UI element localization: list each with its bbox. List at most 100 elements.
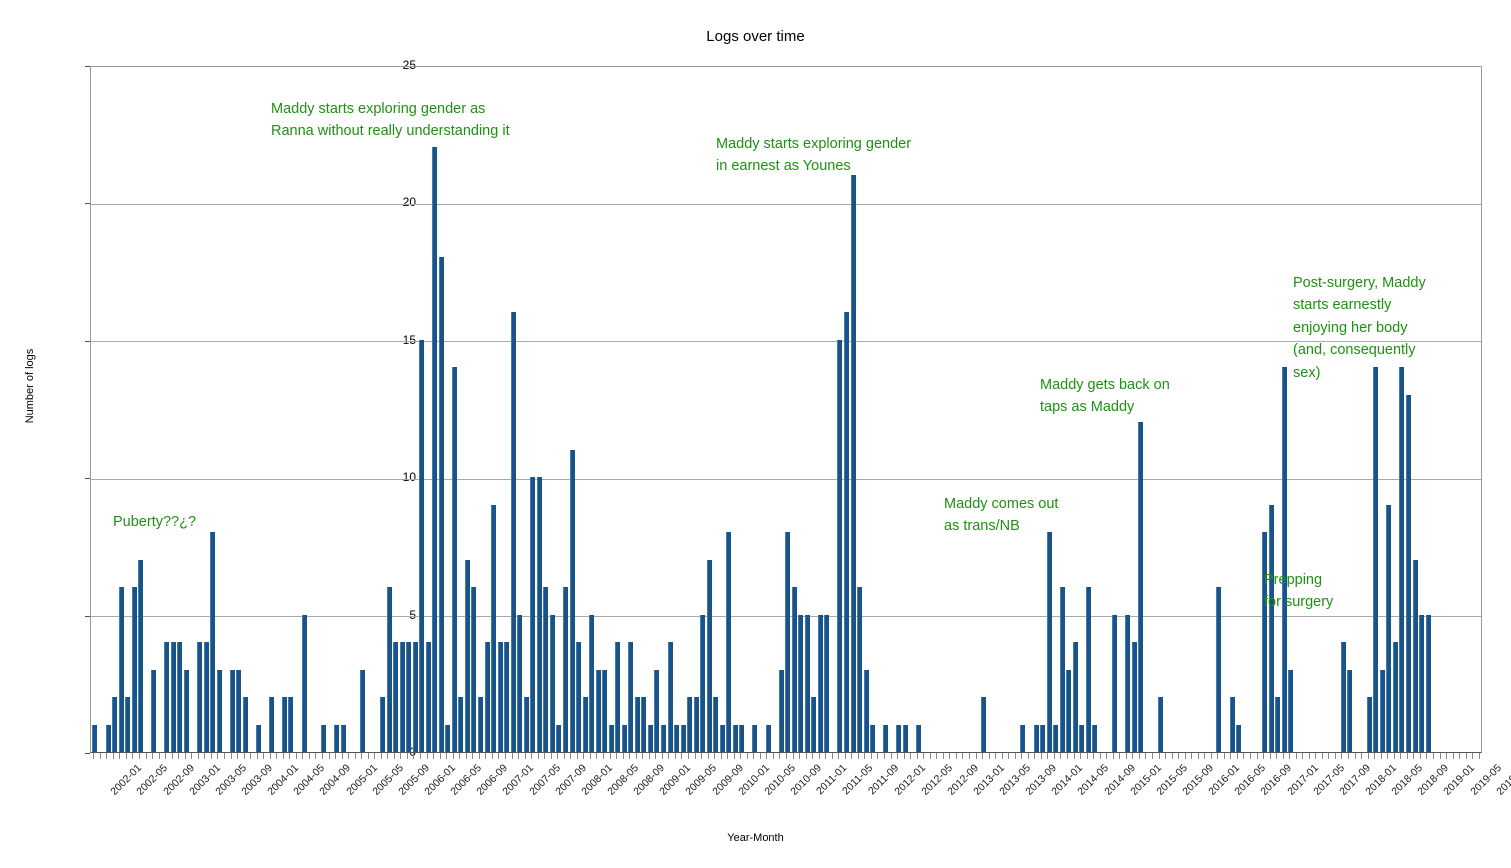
annotation-younes: Maddy starts exploring gender in earnest… (716, 136, 912, 175)
x-tick-mark (367, 753, 369, 759)
y-tick-label: 5 (409, 607, 416, 622)
bar (523, 697, 529, 752)
x-tick-mark (472, 753, 474, 759)
x-tick-mark (727, 753, 729, 759)
bar (301, 614, 307, 752)
bar (236, 669, 242, 752)
bar (667, 642, 673, 752)
x-tick-mark (1112, 753, 1114, 759)
bar (752, 724, 758, 752)
x-tick-mark (1165, 753, 1167, 759)
bar (1079, 724, 1085, 752)
bar (1066, 669, 1072, 752)
bar (647, 724, 653, 752)
bar (242, 697, 248, 752)
bar (896, 724, 902, 752)
bar (850, 174, 856, 752)
x-tick-mark (250, 753, 252, 759)
x-tick-mark (1158, 753, 1160, 759)
bar (798, 614, 804, 752)
bar (1268, 504, 1274, 752)
x-tick-mark (812, 753, 814, 759)
bar (602, 669, 608, 752)
x-tick-mark (818, 753, 820, 759)
x-tick-mark (635, 753, 637, 759)
x-tick-mark (1119, 753, 1121, 759)
bar (1275, 697, 1281, 752)
bar (1262, 532, 1268, 752)
x-tick-mark (433, 753, 435, 759)
x-tick-mark (923, 753, 925, 759)
bar (791, 587, 797, 752)
x-tick-mark (897, 753, 899, 759)
bar (1046, 532, 1052, 752)
x-tick-mark (870, 753, 872, 759)
x-tick-mark (1439, 753, 1441, 759)
bar (491, 504, 497, 752)
bar (504, 642, 510, 752)
x-tick-mark (1269, 753, 1271, 759)
bar (1412, 559, 1418, 752)
bar (229, 669, 235, 752)
x-tick-mark (642, 753, 644, 759)
bar (582, 697, 588, 752)
x-tick-mark (210, 753, 212, 759)
x-tick-mark (1348, 753, 1350, 759)
x-tick-mark (740, 753, 742, 759)
x-tick-mark (838, 753, 840, 759)
bar (1288, 669, 1294, 752)
x-tick-mark (929, 753, 931, 759)
x-tick-mark (1263, 753, 1265, 759)
x-tick-mark (361, 753, 363, 759)
bar (1281, 367, 1287, 752)
bar (1419, 614, 1425, 752)
x-tick-mark (825, 753, 827, 759)
x-tick-mark (1354, 753, 1356, 759)
bar (883, 724, 889, 752)
bar (530, 477, 536, 752)
bar (1399, 367, 1405, 752)
x-tick-mark (1341, 753, 1343, 759)
x-tick-mark (583, 753, 585, 759)
bar (1406, 394, 1411, 752)
bar (1059, 587, 1065, 752)
x-tick-mark (1178, 753, 1180, 759)
bar (824, 614, 830, 752)
x-tick-mark (1289, 753, 1291, 759)
x-tick-mark (982, 753, 984, 759)
x-tick-mark (779, 753, 781, 759)
x-tick-mark (1250, 753, 1251, 759)
bar (706, 559, 712, 752)
bar (281, 697, 287, 752)
bar (497, 642, 503, 752)
bar (131, 587, 137, 752)
x-tick-mark (269, 753, 271, 759)
x-tick-mark (335, 753, 337, 759)
x-tick-mark (380, 753, 382, 759)
annotation-back-as-maddy: Maddy gets back on taps as Maddy (1040, 377, 1170, 416)
x-tick-mark (1276, 753, 1278, 759)
bar (1125, 614, 1130, 752)
x-tick-mark (1145, 753, 1147, 759)
x-tick-mark (197, 753, 199, 759)
x-tick-mark (661, 753, 663, 759)
bar (517, 614, 523, 752)
x-tick-mark (759, 753, 761, 759)
x-tick-mark (1432, 753, 1434, 759)
bar (843, 312, 849, 752)
x-tick-mark (864, 753, 866, 759)
bar (817, 614, 823, 752)
x-tick-mark (1040, 753, 1042, 759)
x-tick-mark (1067, 753, 1068, 759)
bar (151, 669, 157, 752)
x-tick-mark (1243, 753, 1245, 759)
y-tick-label: 20 (402, 195, 416, 210)
bar (1236, 724, 1242, 752)
x-tick-mark (112, 753, 114, 759)
bar (915, 724, 921, 752)
y-tick-mark (85, 340, 90, 342)
bar (902, 724, 908, 752)
bar (870, 724, 876, 752)
grid-line (91, 478, 1481, 480)
